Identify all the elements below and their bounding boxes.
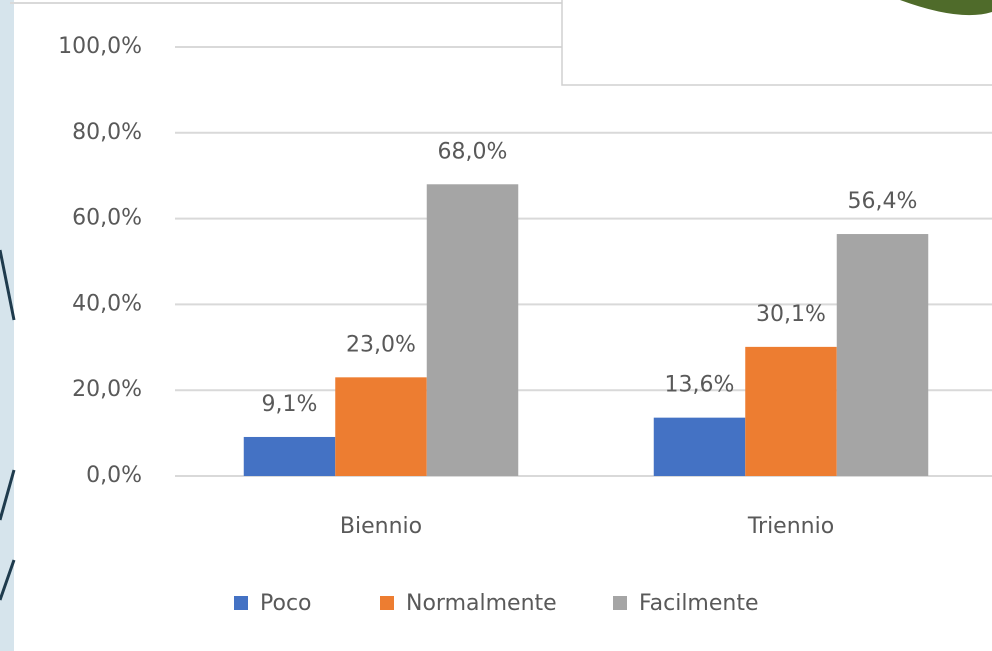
legend-label: Facilmente <box>639 591 759 616</box>
bar <box>654 418 746 476</box>
bar <box>427 184 519 476</box>
chart: 0,0% 20,0% 40,0% 60,0% 80,0% 100,0% Biennio 9,1… <box>0 0 992 651</box>
y-tick-label: 20,0% <box>72 377 142 402</box>
legend-label: Normalmente <box>406 591 557 616</box>
y-tick-label: 100,0% <box>58 34 142 59</box>
legend-label: Poco <box>260 591 312 616</box>
value-label: 13,6% <box>665 373 735 398</box>
legend-swatch <box>380 596 394 610</box>
bar <box>837 234 929 476</box>
bar <box>335 377 427 476</box>
value-label: 68,0% <box>438 139 508 164</box>
value-label: 9,1% <box>262 392 318 417</box>
bar <box>745 347 837 476</box>
legend-swatch <box>613 596 627 610</box>
y-tick-label: 80,0% <box>72 120 142 145</box>
value-label: 56,4% <box>848 189 918 214</box>
y-tick-label: 40,0% <box>72 291 142 316</box>
legend-swatch <box>234 596 248 610</box>
x-tick-label: Biennio <box>340 514 422 539</box>
y-tick-label: 60,0% <box>72 206 142 231</box>
slide-edge <box>0 0 14 651</box>
value-label: 30,1% <box>756 302 826 327</box>
bar <box>244 437 336 476</box>
overlay-box <box>562 0 992 85</box>
value-label: 23,0% <box>346 332 416 357</box>
y-tick-label: 0,0% <box>86 463 142 488</box>
x-tick-label: Triennio <box>747 514 834 539</box>
